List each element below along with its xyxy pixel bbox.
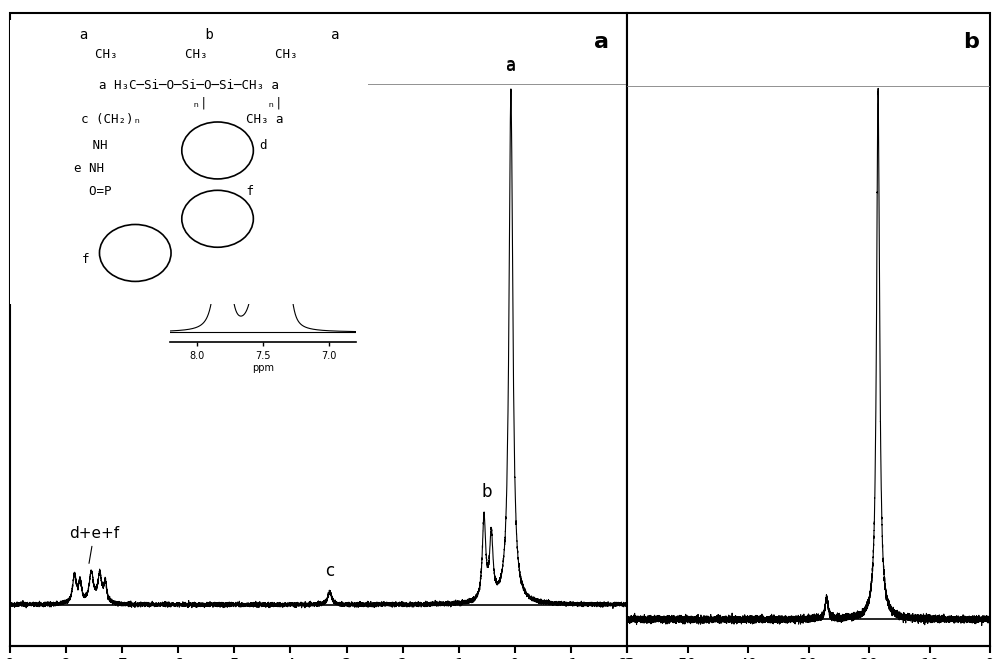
Text: d+e+f: d+e+f [69, 526, 119, 563]
Text: b: b [482, 482, 492, 501]
Text: a: a [594, 32, 609, 52]
Text: a: a [506, 57, 516, 75]
Text: b: b [963, 32, 979, 52]
Text: a: a [506, 56, 516, 74]
Text: c: c [325, 562, 334, 581]
